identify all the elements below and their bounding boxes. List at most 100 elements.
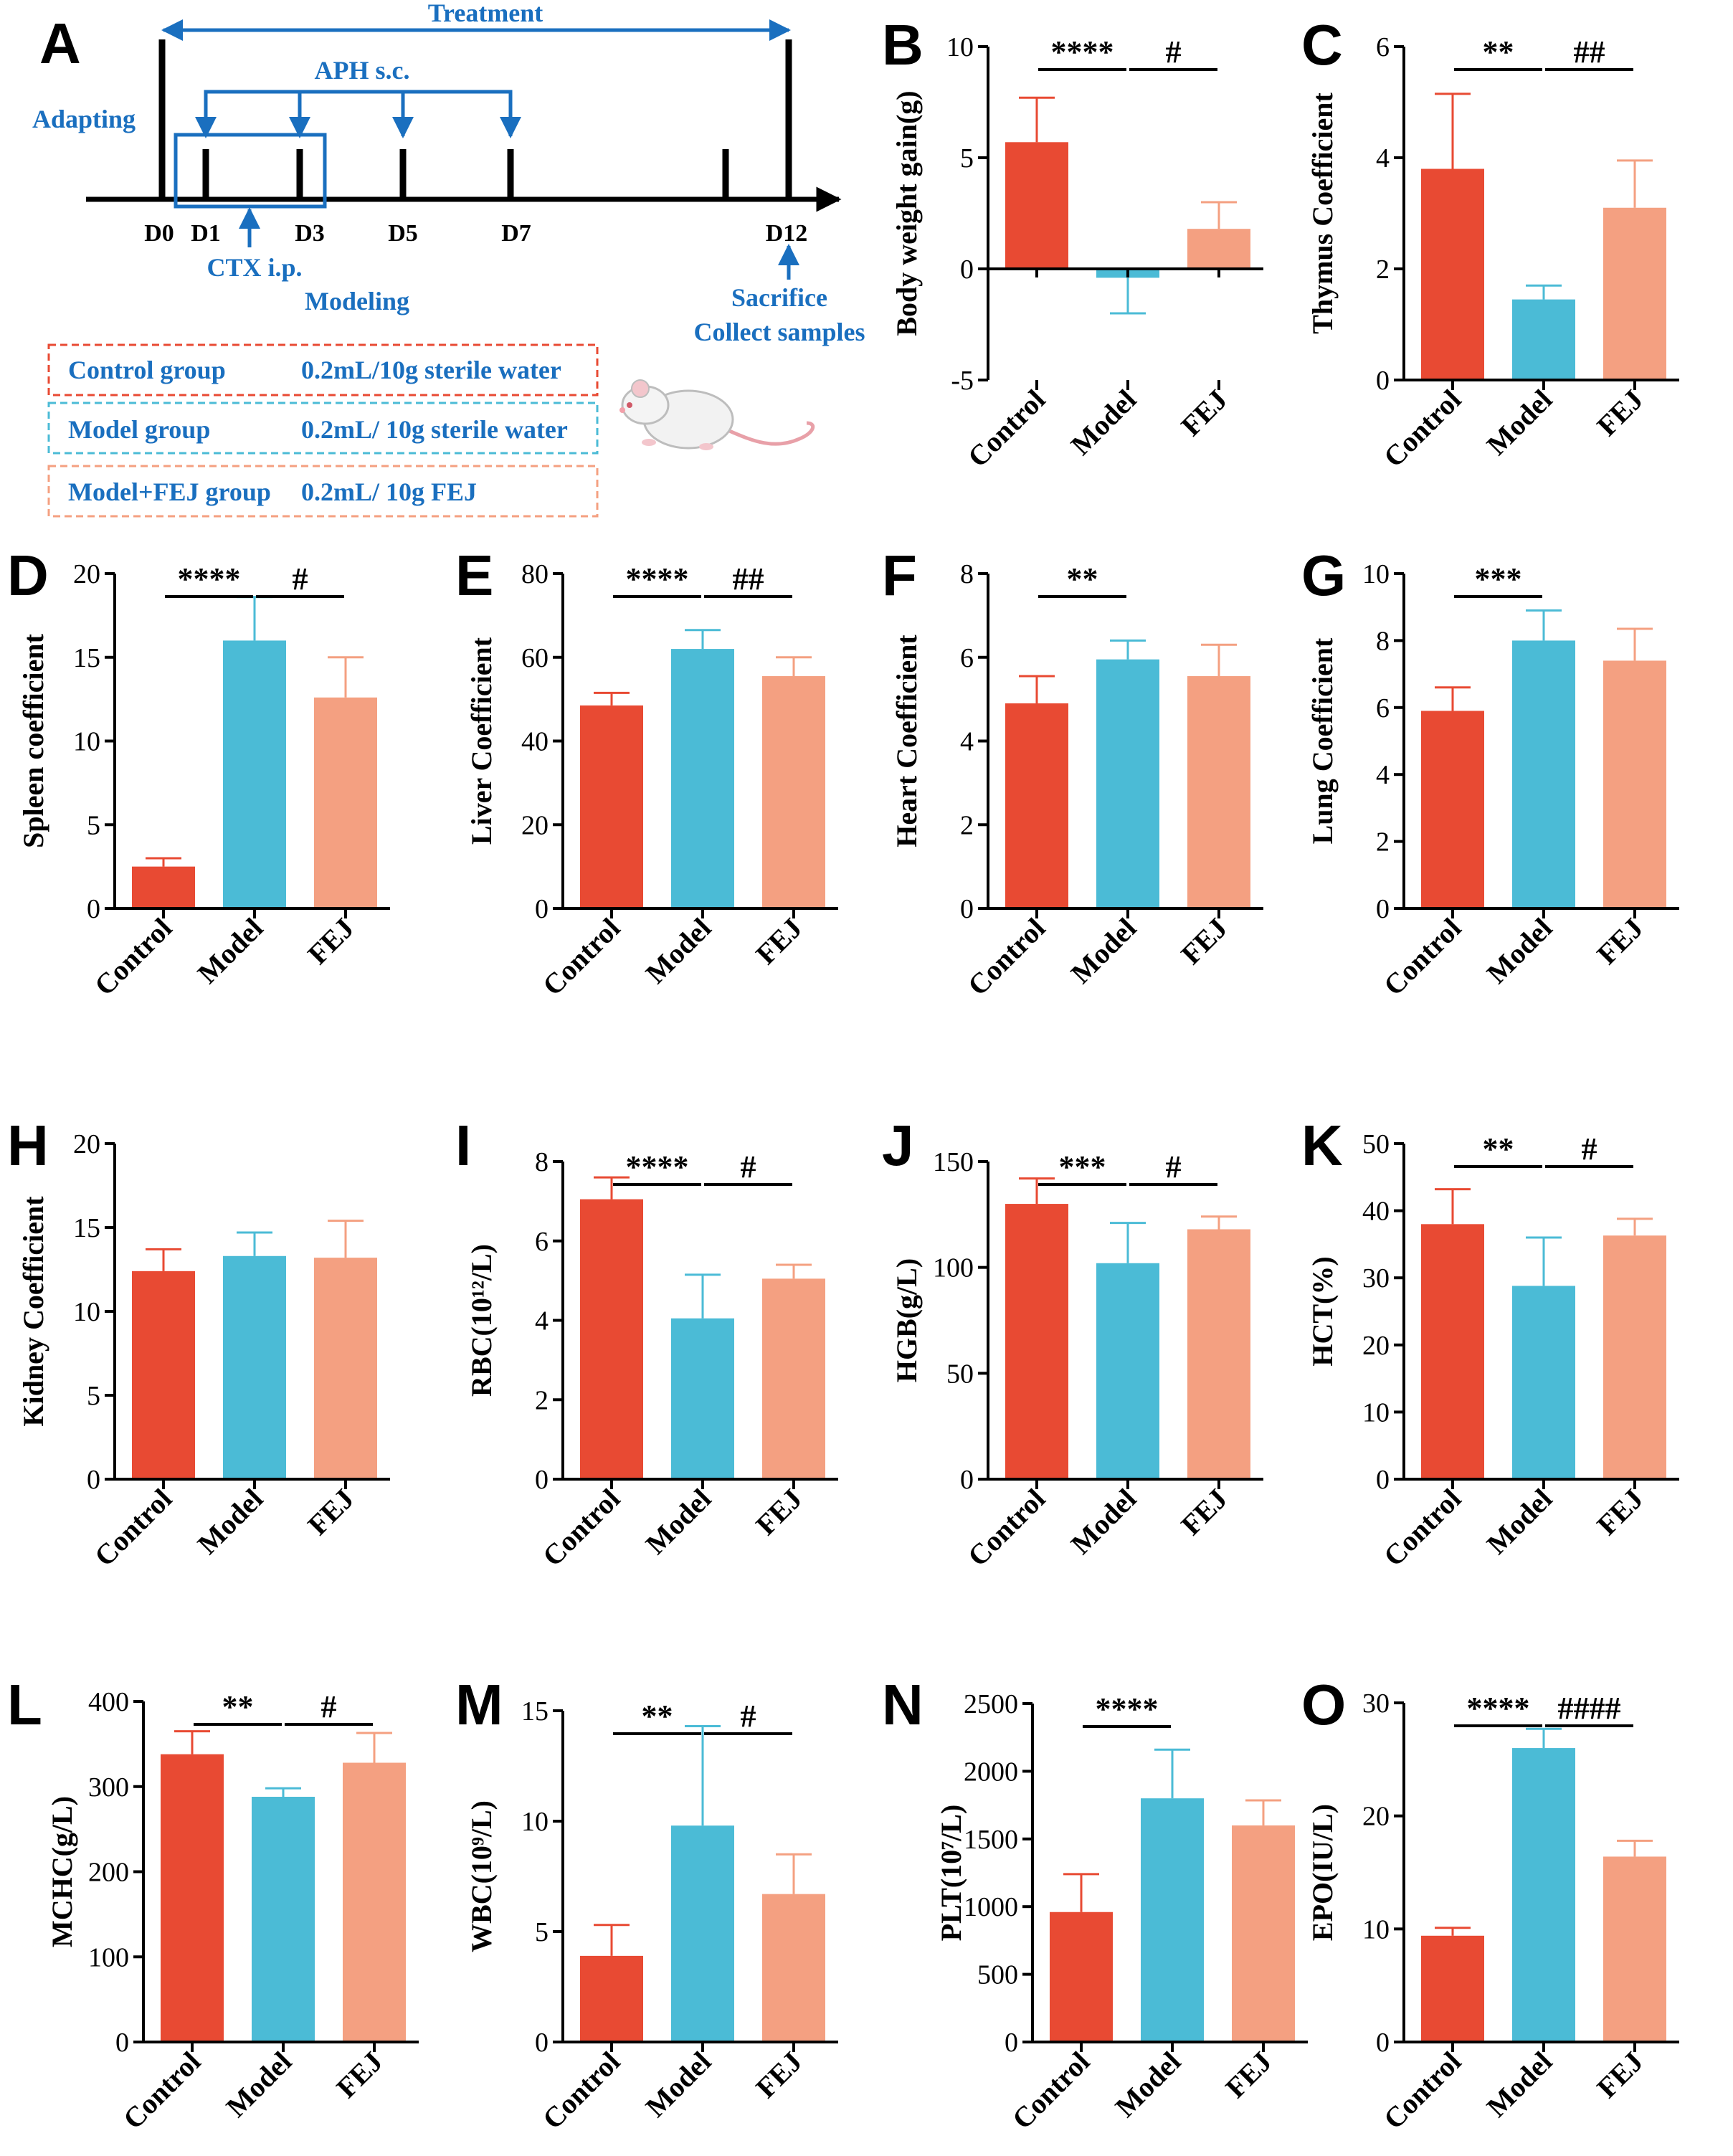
y-tick-label: 30 <box>1362 1263 1390 1293</box>
x-category-label: Control <box>1377 2046 1468 2136</box>
group-name-fej: Model+FEJ group <box>68 478 271 506</box>
bar-model <box>223 1255 286 1479</box>
bar-control <box>1005 1204 1068 1479</box>
y-tick-label: 200 <box>88 1858 129 1888</box>
y-tick-label: 10 <box>73 1297 100 1327</box>
bar-control <box>1005 142 1068 269</box>
y-tick-label: 5 <box>87 1381 100 1411</box>
treatment-label: Treatment <box>428 0 543 27</box>
x-category-label: Model <box>1065 1483 1143 1561</box>
y-tick-label: 6 <box>1376 693 1390 723</box>
day-label-d1: D1 <box>191 220 221 247</box>
bar-model <box>1512 640 1575 908</box>
y-tick-label: 5 <box>960 143 974 174</box>
y-tick-label: 0 <box>960 894 974 924</box>
y-tick-label: 10 <box>521 1807 549 1837</box>
y-tick-label: 4 <box>960 727 974 757</box>
x-category-label: Model <box>1109 2046 1187 2124</box>
significance-label: # <box>741 1149 756 1184</box>
panel-letter-e: E <box>455 543 493 607</box>
y-tick-label: 0 <box>1376 366 1390 396</box>
bar-fej <box>1603 207 1666 380</box>
group-dose-control: 0.2mL/10g sterile water <box>301 356 561 384</box>
y-tick-label: 1000 <box>964 1892 1018 1922</box>
y-tick-label: 20 <box>1362 1331 1390 1361</box>
x-category-label: FEJ <box>1590 912 1649 971</box>
bar-model <box>252 1797 315 2042</box>
panel-letter-j: J <box>882 1113 914 1177</box>
bar-fej <box>314 1258 377 1479</box>
y-tick-label: 15 <box>73 643 100 673</box>
x-category-label: Control <box>962 384 1052 474</box>
bar-model <box>223 640 286 908</box>
significance-label: *** <box>1059 1149 1106 1184</box>
x-category-label: Model <box>191 1483 270 1561</box>
bar-control <box>132 1271 195 1479</box>
y-tick-label: 0 <box>115 2028 129 2058</box>
y-tick-label: 10 <box>1362 1397 1390 1428</box>
group-box-model <box>47 402 599 455</box>
y-tick-label: 0 <box>87 894 100 924</box>
collect-label: Collect samples <box>694 318 865 346</box>
y-axis-label: HCT(%) <box>1306 1256 1339 1366</box>
panel-letter-A: A <box>39 11 81 75</box>
significance-label: # <box>1166 34 1182 70</box>
y-tick-label: 500 <box>977 1960 1018 1990</box>
significance-label: ** <box>1483 1131 1514 1167</box>
y-tick-label: 2 <box>1376 255 1390 285</box>
y-tick-label: 20 <box>521 810 549 840</box>
y-tick-label: 150 <box>933 1147 974 1177</box>
bar-control <box>580 1199 643 1479</box>
y-tick-label: 80 <box>521 559 549 589</box>
bar-fej <box>314 697 377 908</box>
x-category-label: FEJ <box>1174 384 1233 442</box>
x-category-label: FEJ <box>301 1483 360 1542</box>
group-dose-fej: 0.2mL/ 10g FEJ <box>301 478 477 506</box>
x-category-label: Model <box>220 2046 298 2124</box>
x-category-label: Model <box>1481 2046 1559 2124</box>
significance-label: ## <box>733 561 764 597</box>
y-tick-label: 0 <box>535 2028 549 2058</box>
y-axis-label: MCHC(g/L) <box>46 1796 78 1947</box>
x-category-label: Control <box>88 1483 179 1573</box>
x-category-label: Control <box>536 912 627 1002</box>
chart-panel-o: O 0 10 20 30 Control Model FEJ EPO(IU/L) **** #### <box>1301 1673 1679 2135</box>
chart-panel-k: K 0 10 20 30 40 50 Control Model FEJ HCT(%) ** # <box>1301 1113 1679 1572</box>
y-tick-label: 6 <box>1376 32 1390 62</box>
chart-panel-d: D 0 5 10 15 20 Control Model FEJ Spleen coefficie… <box>7 543 390 1002</box>
y-tick-label: 8 <box>960 559 974 589</box>
group-box-control <box>47 343 599 396</box>
bar-fej <box>1187 1229 1250 1479</box>
chart-panel-i: I 0 2 4 6 8 Control Model FEJ RBC(10¹²/L) **** # <box>455 1113 838 1572</box>
significance-label: ** <box>1483 34 1514 70</box>
panel-letter-h: H <box>7 1113 49 1177</box>
significance-label: # <box>741 1699 756 1734</box>
significance-label: **** <box>178 561 241 597</box>
x-category-label: Control <box>1377 384 1468 474</box>
chart-panel-j: J 0 50 100 150 Control Model FEJ HGB(g/L) *** # <box>882 1113 1263 1572</box>
y-tick-label: 30 <box>1362 1689 1390 1719</box>
bar-fej <box>762 676 825 908</box>
chart-panel-n: N 0 500 1000 1500 2000 2500 Control Model FEJ PLT(… <box>882 1673 1308 2135</box>
aph-label: APH s.c. <box>315 56 410 85</box>
panel-letter-i: I <box>455 1113 471 1177</box>
y-axis-label: Kidney Coefficient <box>17 1196 49 1427</box>
aph-bracket <box>204 90 513 129</box>
bar-model <box>1096 659 1159 908</box>
y-tick-label: 400 <box>88 1687 129 1717</box>
y-tick-label: 50 <box>1362 1129 1390 1159</box>
y-tick-label: 5 <box>87 810 100 840</box>
chart-panel-e: E 0 20 40 60 80 Control Model FEJ Liver Coefficie… <box>455 543 838 1002</box>
group-dose-model: 0.2mL/ 10g sterile water <box>301 415 568 444</box>
x-category-label: FEJ <box>1590 2046 1649 2104</box>
x-category-label: Model <box>640 912 718 990</box>
x-category-label: FEJ <box>749 1483 808 1542</box>
y-tick-label: 100 <box>933 1253 974 1283</box>
y-tick-label: 5 <box>535 1917 549 1947</box>
y-axis-label: EPO(IU/L) <box>1306 1804 1339 1941</box>
y-axis-label: WBC(10⁹/L) <box>465 1800 498 1952</box>
x-category-label: Control <box>117 2046 207 2136</box>
significance-label: ** <box>222 1689 254 1724</box>
significance-label: **** <box>1467 1691 1530 1726</box>
bar-control <box>1421 711 1484 908</box>
